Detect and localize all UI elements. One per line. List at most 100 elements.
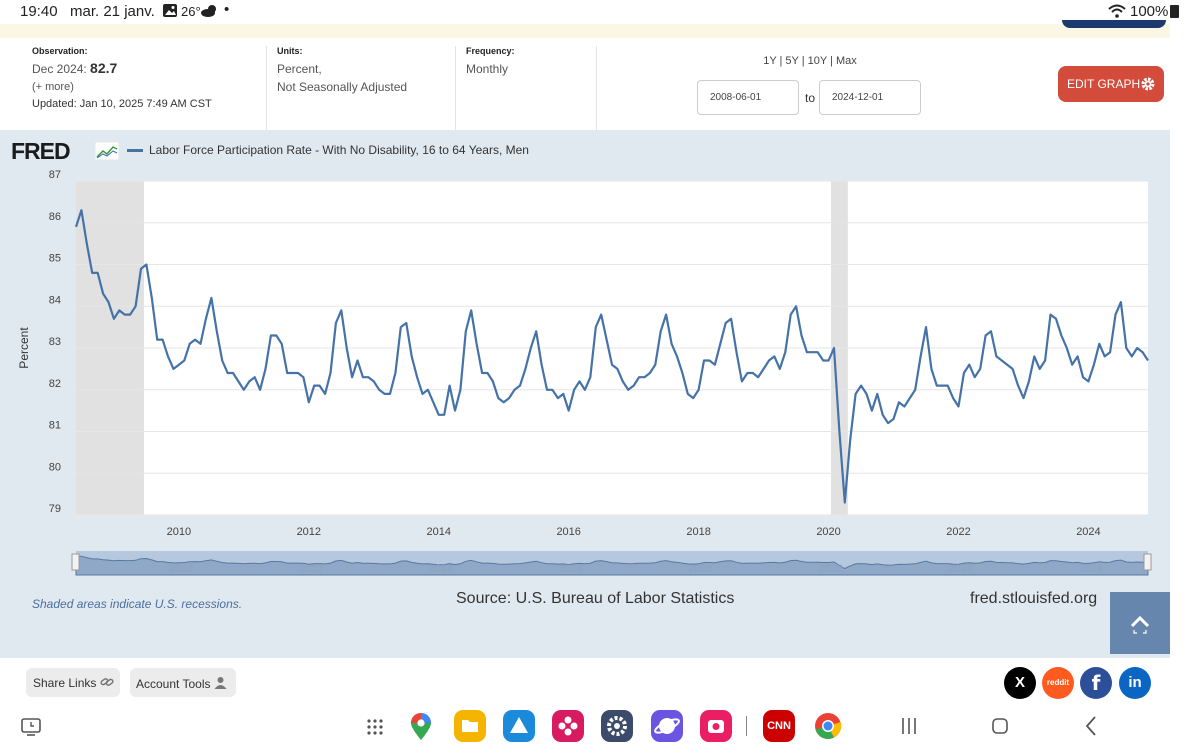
battery-icon <box>1170 5 1179 18</box>
fred-url[interactable]: fred.stlouisfed.org <box>970 590 1098 607</box>
navigator-tick-label: 2020 <box>818 563 842 575</box>
banner-strip <box>0 20 1170 38</box>
y-tick-label: 87 <box>49 169 61 181</box>
account-tools-button[interactable]: Account Tools <box>130 668 236 697</box>
dock-divider <box>746 716 747 736</box>
recents-nav-icon[interactable] <box>899 717 919 735</box>
observation-label: Observation: <box>32 46 88 56</box>
account-tools-label: Account Tools <box>136 677 211 691</box>
user-icon <box>214 677 227 689</box>
navigator-series <box>75 555 1149 576</box>
range-links[interactable]: 1Y | 5Y | 10Y | Max <box>763 55 857 67</box>
reddit-share-icon[interactable]: reddit <box>1042 667 1074 699</box>
scroll-top-button[interactable] <box>1110 592 1170 654</box>
settings-app-icon[interactable] <box>601 710 633 742</box>
navigator-tick-label: 2010 <box>169 563 193 575</box>
y-tick-label: 86 <box>49 211 61 223</box>
apps-grid-icon[interactable] <box>365 717 385 737</box>
share-links-label: Share Links <box>33 676 97 690</box>
link-icon <box>100 678 114 686</box>
units-line-2: Not Seasonally Adjusted <box>277 80 408 94</box>
linkedin-share-icon[interactable]: in <box>1119 667 1151 699</box>
edit-graph-button[interactable]: EDIT GRAPH <box>1058 66 1164 102</box>
legend-label: Labor Force Participation Rate - With No… <box>149 143 529 157</box>
divider <box>455 46 456 130</box>
back-nav-icon[interactable] <box>1083 715 1099 737</box>
y-tick-label: 84 <box>49 294 61 306</box>
home-nav-icon[interactable] <box>990 716 1010 736</box>
frequency-value: Monthly <box>466 62 509 76</box>
x-tick-label: 2024 <box>1076 526 1100 538</box>
triangle-icon <box>510 717 528 733</box>
y-axis-label: Percent <box>17 327 31 369</box>
system-navigation-bar <box>0 708 1200 750</box>
x-tick-label: 2022 <box>946 526 970 538</box>
y-tick-label: 85 <box>49 253 61 265</box>
flower-icon <box>558 716 578 736</box>
gallery-notification-icon <box>163 4 177 17</box>
legend-swatch <box>127 149 143 152</box>
source-text: Source: U.S. Bureau of Labor Statistics <box>456 590 735 607</box>
status-date: mar. 21 janv. <box>70 3 155 20</box>
banner-button[interactable] <box>1062 20 1166 28</box>
frequency-label: Frequency: <box>466 46 515 56</box>
status-bar: 19:40 mar. 21 janv. 26° • 100% <box>0 0 1200 24</box>
y-tick-label: 79 <box>49 503 61 515</box>
divider <box>596 46 597 130</box>
camera-app-icon[interactable] <box>700 710 732 742</box>
units-label: Units: <box>277 46 303 56</box>
recent-screen-icon[interactable] <box>20 717 42 737</box>
planet-icon <box>654 718 680 734</box>
navigator-handle-left[interactable] <box>71 553 80 571</box>
folder-icon <box>462 720 478 732</box>
y-tick-label: 81 <box>49 420 61 432</box>
recession-note: Shaded areas indicate U.S. recessions. <box>32 597 243 611</box>
y-tick-label: 82 <box>49 378 61 390</box>
chrome-app-icon[interactable] <box>813 711 843 741</box>
updated-text: Updated: Jan 10, 2025 7:49 AM CST <box>32 98 212 110</box>
x-tick-label: 2010 <box>167 526 191 538</box>
start-date-input[interactable]: 2008-06-01 <box>697 80 799 115</box>
status-time: 19:40 <box>20 3 58 20</box>
line-chart: 79 80 81 82 83 84 85 86 87 2010 2012 2014 2016 2018 2… <box>17 169 1152 576</box>
navigator-tick-label: 2022 <box>948 563 972 575</box>
fred-logo[interactable]: FRED <box>11 138 71 164</box>
navigator-tick-label: 2014 <box>429 563 453 575</box>
gear-icon <box>1141 77 1155 91</box>
x-tick-label: 2014 <box>427 526 451 538</box>
x-tick-label: 2020 <box>816 526 840 538</box>
files-app-icon[interactable] <box>454 710 486 742</box>
x-tick-label: 2018 <box>686 526 710 538</box>
navigator-handle-right[interactable] <box>1143 553 1152 571</box>
edit-graph-label: EDIT GRAPH <box>1067 77 1141 91</box>
drive-app-icon[interactable] <box>503 710 535 742</box>
share-links-button[interactable]: Share Links <box>26 668 120 697</box>
y-tick-label: 80 <box>49 461 61 473</box>
end-date-input[interactable]: 2024-12-01 <box>819 80 921 115</box>
weather-icon <box>201 5 216 17</box>
units-line-1: Percent, <box>277 62 322 76</box>
observation-block: Observation: Dec 2024: 82.7 (+ more) Upd… <box>32 46 264 130</box>
series-line <box>74 209 1149 504</box>
x-share-icon[interactable]: X <box>1004 667 1036 699</box>
maps-app-icon[interactable] <box>408 712 434 742</box>
facebook-share-icon[interactable]: f <box>1080 667 1112 699</box>
x-tick-label: 2016 <box>556 526 580 538</box>
fred-logo-chart-icon <box>95 142 119 160</box>
observation-date: Dec 2024: <box>32 62 87 76</box>
more-link[interactable]: (+ more) <box>32 81 74 93</box>
status-temperature: 26° <box>181 4 201 19</box>
to-label: to <box>805 91 816 105</box>
cnn-app-icon[interactable]: CNN <box>763 710 795 742</box>
units-block: Units: Percent, Not Seasonally Adjusted <box>277 46 447 130</box>
x-tick-label: 2012 <box>297 526 321 538</box>
gear-icon <box>607 716 627 736</box>
internet-app-icon[interactable] <box>651 710 683 742</box>
blossom-app-icon[interactable] <box>552 710 584 742</box>
observation-value: 82.7 <box>90 60 118 76</box>
navigator-tick-label: 2024 <box>1078 563 1102 575</box>
navigator-tick-label: 2016 <box>558 563 582 575</box>
navigator-tick-label: 2018 <box>688 563 712 575</box>
wifi-icon <box>1108 4 1126 18</box>
camera-icon <box>708 720 724 733</box>
